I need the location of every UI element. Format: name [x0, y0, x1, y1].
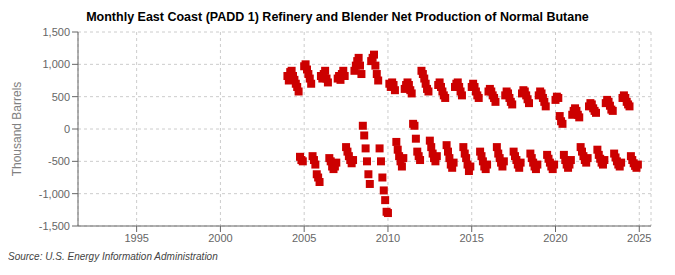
- svg-text:2010: 2010: [376, 232, 400, 244]
- svg-text:-500: -500: [48, 155, 70, 167]
- html-text:Monthly East Coast (PADD 1) Re: Monthly East Coast (PADD 1) Refinery and…: [86, 10, 589, 24]
- svg-text:2015: 2015: [459, 232, 483, 244]
- svg-text:1,000: 1,000: [42, 58, 70, 70]
- svg-text:500: 500: [52, 91, 70, 103]
- html-text:Source: U.S. Energy Informatio: Source: U.S. Energy Information Administ…: [8, 251, 218, 262]
- svg-text:2000: 2000: [208, 232, 232, 244]
- svg-text:2020: 2020: [543, 232, 567, 244]
- svg-text:Thousand Barrels: Thousand Barrels: [10, 82, 24, 177]
- svg-text:2025: 2025: [627, 232, 651, 244]
- svg-text:-1,500: -1,500: [39, 220, 70, 232]
- svg-text:1,500: 1,500: [42, 26, 70, 38]
- svg-text:2005: 2005: [292, 232, 316, 244]
- svg-text:1995: 1995: [124, 232, 148, 244]
- svg-text:0: 0: [64, 123, 70, 135]
- svg-text:-1,000: -1,000: [39, 188, 70, 200]
